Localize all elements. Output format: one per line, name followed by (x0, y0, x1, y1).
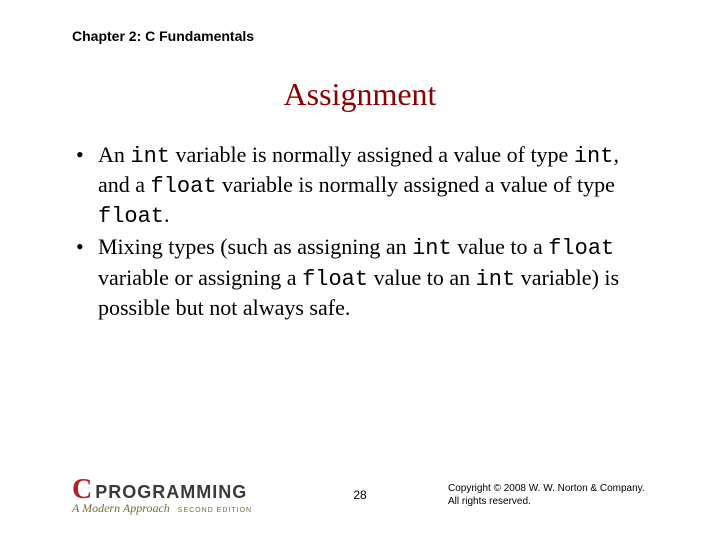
bullet-list: An int variable is normally assigned a v… (72, 141, 648, 322)
bullet-item: An int variable is normally assigned a v… (72, 141, 648, 231)
slide-title: Assignment (72, 76, 648, 113)
text-span: variable is normally assigned a value of… (217, 172, 615, 197)
book-subtitle: A Modern Approach (72, 502, 170, 514)
bullet-item: Mixing types (such as assigning an int v… (72, 233, 648, 321)
book-word: PROGRAMMING (95, 483, 247, 501)
copyright-line1: Copyright © 2008 W. W. Norton & Company. (448, 482, 648, 495)
code-span: int (574, 144, 614, 169)
text-span: Mixing types (such as assigning an (98, 234, 412, 259)
chapter-label: Chapter 2: C Fundamentals (72, 28, 648, 44)
code-span: float (151, 174, 217, 199)
text-span: value to an (368, 265, 476, 290)
book-subtitle-row: A Modern Approach SECOND EDITION (72, 502, 252, 514)
text-span: variable or assigning a (98, 265, 302, 290)
copyright-block: Copyright © 2008 W. W. Norton & Company.… (448, 482, 648, 508)
slide-container: Chapter 2: C Fundamentals Assignment An … (0, 0, 720, 540)
text-span: . (164, 202, 170, 227)
text-span: An (98, 142, 130, 167)
book-logo: C PROGRAMMING A Modern Approach SECOND E… (72, 476, 252, 514)
code-span: int (412, 236, 452, 261)
page-number: 28 (353, 488, 366, 502)
copyright-line2: All rights reserved. (448, 495, 648, 508)
slide-footer: C PROGRAMMING A Modern Approach SECOND E… (72, 476, 648, 514)
book-letter-c: C (72, 476, 91, 504)
text-span: variable is normally assigned a value of… (170, 142, 574, 167)
code-span: float (98, 204, 164, 229)
book-edition: SECOND EDITION (178, 507, 252, 514)
code-span: int (130, 144, 170, 169)
code-span: int (476, 267, 516, 292)
book-title-row: C PROGRAMMING (72, 476, 252, 504)
code-span: float (302, 267, 368, 292)
code-span: float (548, 236, 614, 261)
text-span: value to a (452, 234, 549, 259)
